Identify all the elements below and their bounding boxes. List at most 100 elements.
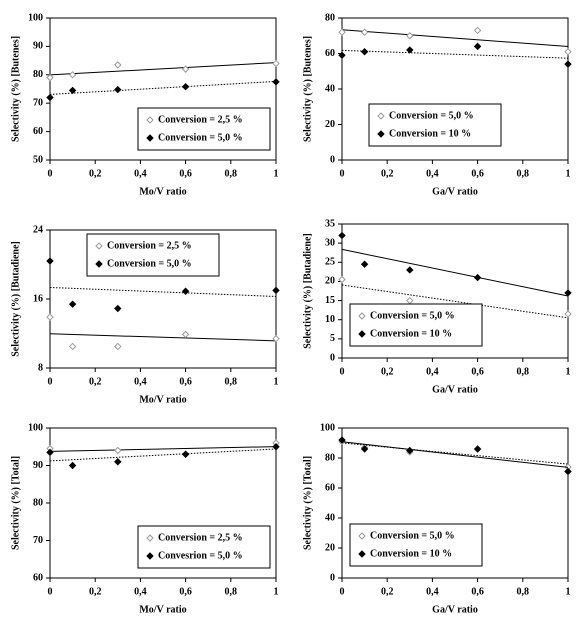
y-tick-label: 80 [325, 12, 335, 23]
y-tick-label: 100 [28, 422, 43, 433]
data-point [181, 65, 190, 73]
y-axis-label: Selectivity (%) [Butadiene] [10, 241, 21, 357]
legend-marker [146, 552, 154, 560]
legend-label: Conversion = 10 % [370, 328, 452, 339]
trend-line [341, 248, 569, 297]
x-axis-label: Ga/V ratio [432, 604, 478, 615]
x-tick-label: 0,2 [89, 586, 102, 597]
data-point [68, 71, 77, 79]
data-point [360, 260, 369, 268]
y-axis-label: Selectivity (%) [Butenes] [10, 36, 21, 142]
y-tick-label: 20 [325, 542, 335, 553]
y-tick-label: 20 [325, 119, 335, 130]
data-point [473, 26, 482, 35]
data-point [114, 85, 122, 94]
data-point [68, 300, 77, 308]
legend-label: Convesrion = 5,0 % [158, 550, 243, 561]
trend-line [49, 286, 277, 297]
data-point [114, 61, 122, 69]
y-tick-label: 80 [33, 497, 43, 508]
legend-marker [146, 116, 154, 124]
plot-area [341, 427, 569, 579]
panel: 0 20 40 60 80 100 0 0,2 0,4 0,6 0,8 1 Ga/V ratio Sele… [302, 422, 572, 615]
x-tick-label: 0,6 [471, 168, 484, 179]
y-tick-label: 70 [33, 535, 43, 546]
x-tick-label: 0,8 [225, 586, 238, 597]
x-tick-label: 0,8 [225, 376, 238, 387]
legend-label: Conversion = 2,5 % [107, 240, 192, 251]
y-tick-label: 90 [33, 41, 43, 52]
y-tick-label: 90 [33, 460, 43, 471]
legend-marker [358, 532, 366, 540]
trend-line [341, 29, 569, 47]
trend-line [341, 442, 569, 465]
y-tick-label: 70 [33, 97, 43, 108]
data-point [564, 48, 572, 56]
x-tick-label: 0 [48, 586, 53, 597]
data-point [272, 59, 280, 68]
data-point [406, 446, 414, 455]
x-tick-label: 0,6 [179, 168, 192, 179]
x-tick-label: 0 [340, 586, 345, 597]
data-point [272, 78, 280, 86]
x-tick-label: 0,2 [89, 376, 102, 387]
y-tick-label: 35 [325, 218, 335, 229]
y-axis-label: Selectivity (%) [Total] [302, 456, 313, 550]
data-point [338, 436, 346, 444]
trend-line [49, 333, 277, 342]
x-tick-label: 0,4 [134, 376, 147, 387]
data-point [68, 86, 77, 95]
y-tick-label: 0 [330, 352, 335, 363]
x-tick-label: 0,2 [381, 366, 394, 377]
data-point [406, 32, 414, 40]
x-tick-label: 1 [274, 376, 279, 387]
legend-marker [358, 330, 366, 338]
legend-label: Conversion = 2,5 % [158, 114, 243, 125]
data-point [360, 28, 369, 36]
x-tick-label: 0 [48, 168, 53, 179]
y-tick-label: 16 [33, 293, 43, 304]
x-tick-label: 0,6 [179, 376, 192, 387]
legend-marker [358, 550, 366, 558]
legend-label: Conversion = 5,0 % [370, 530, 455, 541]
y-axis-label: Selectivity (%) [Butenes] [302, 36, 313, 142]
y-tick-label: 15 [325, 295, 335, 306]
y-tick-label: 10 [325, 314, 335, 325]
x-tick-label: 0,8 [517, 366, 530, 377]
x-tick-label: 0 [340, 366, 345, 377]
x-tick-label: 0,4 [426, 586, 439, 597]
x-axis-label: Mo/V ratio [139, 604, 186, 615]
y-tick-label: 40 [325, 512, 335, 523]
legend-label: Conversion = 5,0 % [158, 132, 243, 143]
data-point [406, 266, 414, 274]
legend-box [86, 233, 220, 277]
y-tick-label: 40 [325, 83, 335, 94]
legend-marker [358, 312, 366, 320]
legend-label: Conversion = 5,0 % [107, 258, 192, 269]
data-point [406, 46, 414, 54]
data-point [68, 461, 77, 470]
x-tick-label: 0,8 [517, 586, 530, 597]
data-point [473, 42, 482, 51]
legend-box [349, 303, 483, 347]
data-point [338, 51, 346, 59]
panel: 50 60 70 80 90 100 0 0,2 0,4 0,6 0,8 1 Mo/V ratio Sel… [10, 12, 280, 197]
data-point [46, 73, 54, 82]
data-point [181, 330, 190, 339]
y-tick-label: 80 [33, 69, 43, 80]
y-axis-label: Selectivity (%) [Butadiene] [302, 233, 313, 349]
y-tick-label: 30 [325, 237, 335, 248]
y-tick-label: 5 [330, 333, 335, 344]
x-tick-label: 0,4 [134, 168, 147, 179]
x-tick-label: 1 [274, 586, 279, 597]
y-tick-label: 0 [330, 154, 335, 165]
x-tick-label: 0 [48, 376, 53, 387]
y-tick-label: 20 [325, 276, 335, 287]
trend-line [341, 284, 569, 319]
panel: 0 20 40 60 80 0 0,2 0,4 0,6 0,8 1 Ga/V ratio Selecti… [302, 12, 572, 197]
y-tick-label: 60 [33, 572, 43, 583]
panel: 8 16 24 0 0,2 0,4 0,6 0,8 1 Mo/V ratio Selectivity… [10, 224, 280, 405]
x-tick-label: 1 [274, 168, 279, 179]
data-point [46, 313, 54, 321]
data-point [338, 28, 346, 36]
